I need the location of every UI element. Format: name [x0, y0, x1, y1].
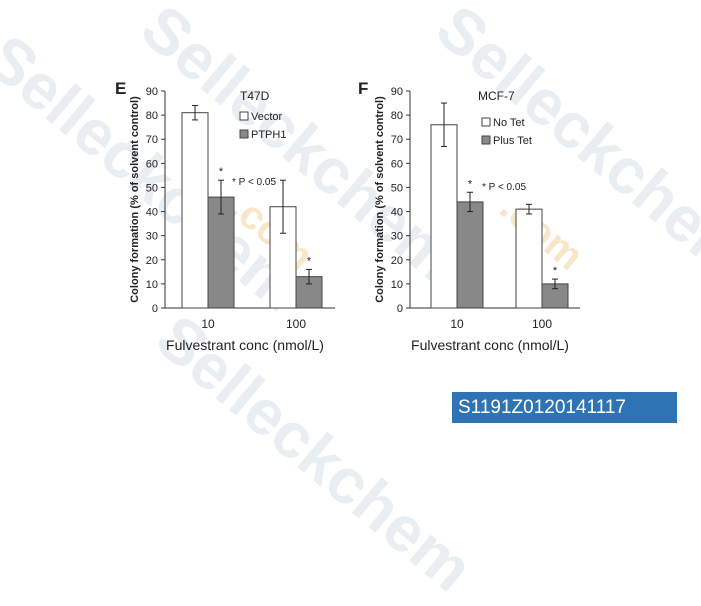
legend-label: No Tet: [493, 117, 525, 129]
y-tick-label: 0: [152, 303, 158, 315]
legend-swatch: [239, 129, 249, 139]
x-tick-label: 100: [286, 317, 306, 331]
y-tick-label: 80: [391, 110, 403, 122]
bar-ptph1: [207, 196, 235, 309]
x-tick-label: 100: [532, 317, 552, 331]
y-axis-label: Colony formation (% of solvent control): [374, 96, 386, 303]
x-axis-label: Fulvestrant conc (nmol/L): [166, 337, 324, 353]
legend-label: Plus Tet: [493, 135, 532, 147]
y-tick-label: 70: [391, 134, 403, 146]
y-tick-label: 10: [146, 279, 158, 291]
chart-title: MCF-7: [478, 89, 515, 103]
bar-vector: [181, 112, 209, 309]
panel-f: F 0 10 20 30 40 50 60 70 80 90 Colony formation (% …: [358, 79, 580, 353]
legend-swatch: [481, 117, 491, 127]
legend-swatch: [239, 111, 249, 121]
significance-mark: *: [553, 265, 558, 277]
catalog-id-badge: S1191Z0120141117: [452, 392, 677, 423]
bar-no-tet: [515, 208, 543, 309]
x-tick-label: 10: [450, 317, 464, 331]
y-tick-label: 50: [391, 182, 403, 194]
significance-mark: *: [307, 255, 312, 267]
y-tick-label: 30: [391, 231, 403, 243]
bar-plus-tet: [456, 201, 484, 309]
y-tick-label: 60: [146, 158, 158, 170]
y-tick-label: 20: [146, 255, 158, 267]
y-tick-label: 90: [146, 86, 158, 98]
y-tick-label: 90: [391, 86, 403, 98]
bar-no-tet: [430, 124, 458, 309]
significance-mark: *: [468, 178, 473, 190]
y-tick-label: 60: [391, 158, 403, 170]
panel-label: E: [115, 79, 126, 98]
significance-mark: *: [219, 166, 224, 178]
y-tick-label: 40: [146, 207, 158, 219]
y-tick-label: 80: [146, 110, 158, 122]
significance-note: * P < 0.05: [232, 177, 276, 188]
y-tick-label: 10: [391, 279, 403, 291]
figure-canvas: E 0 10 20 30 40 50 60 70 80 90 Colony formation (% …: [115, 79, 580, 353]
significance-note: * P < 0.05: [482, 182, 526, 193]
legend-label: PTPH1: [251, 129, 286, 141]
y-tick-label: 40: [391, 207, 403, 219]
panel-label: F: [358, 79, 368, 98]
legend-swatch: [481, 135, 491, 145]
y-axis-label: Colony formation (% of solvent control): [129, 96, 141, 303]
y-tick-label: 30: [146, 231, 158, 243]
x-tick-label: 10: [201, 317, 215, 331]
chart-title: T47D: [240, 89, 270, 103]
y-tick-label: 70: [146, 134, 158, 146]
panel-e: E 0 10 20 30 40 50 60 70 80 90 Colony formation (% …: [115, 79, 335, 353]
y-tick-label: 50: [146, 182, 158, 194]
y-tick-label: 20: [391, 255, 403, 267]
x-axis-label: Fulvestrant conc (nmol/L): [411, 337, 569, 353]
y-tick-label: 0: [397, 303, 403, 315]
legend-label: Vector: [251, 111, 283, 123]
